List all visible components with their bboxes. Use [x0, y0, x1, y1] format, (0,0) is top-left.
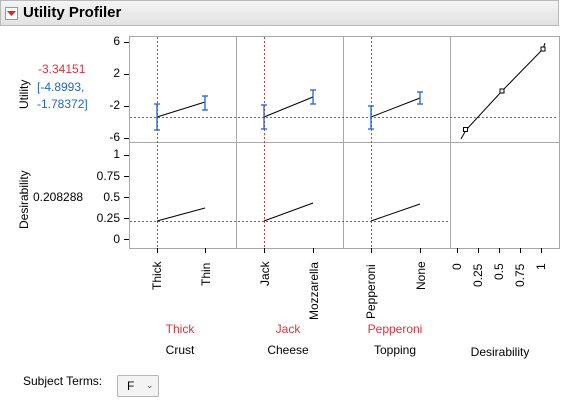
utility-tick: -6: [109, 130, 120, 144]
level-label-cheese-jack[interactable]: Jack: [258, 261, 272, 286]
desirability-tick: 1: [113, 147, 120, 161]
desirability-x-axis-label: Desirability: [470, 345, 530, 359]
desirability-x-tick: 1: [534, 263, 548, 270]
topping-factor-name: Topping: [373, 343, 417, 357]
profiler-title: Utility Profiler: [23, 4, 122, 21]
utility-tick: 2: [113, 66, 120, 80]
desirability-x-tick: 0: [450, 263, 464, 270]
desirability-tick: 0.75: [96, 169, 120, 183]
utility-ci-high: -1.78372]: [37, 97, 88, 111]
desirability-current-value: 0.208288: [33, 190, 84, 204]
subject-terms-label: Subject Terms:: [23, 374, 103, 388]
cheese-current-value[interactable]: Jack: [275, 322, 301, 336]
desirability-x-tick: 0.25: [471, 263, 485, 287]
utility-tick: 6: [113, 34, 120, 48]
subject-terms-value: F: [127, 379, 135, 393]
utility-ci-low: [-4.8993,: [37, 80, 85, 94]
cheese-factor-name: Cheese: [267, 343, 309, 357]
level-label-topping-pepperoni[interactable]: Pepperoni: [364, 264, 378, 319]
level-label-cheese-mozzarella[interactable]: Mozzarella: [307, 261, 321, 320]
collapse-icon[interactable]: [5, 7, 18, 20]
desirability-tick: 0.25: [96, 211, 120, 225]
subject-terms-select[interactable]: F ⌄: [117, 375, 159, 397]
crust-factor-name: Crust: [165, 343, 195, 357]
topping-current-value[interactable]: Pepperoni: [367, 322, 423, 336]
profiler-header: Utility Profiler: [0, 0, 559, 26]
level-label-crust-thin[interactable]: Thin: [199, 262, 213, 286]
level-label-topping-none[interactable]: None: [414, 261, 428, 290]
utility-current-value: -3.34151: [38, 62, 86, 76]
desirability-x-tick: 0.5: [492, 263, 506, 280]
level-label-crust-thick[interactable]: Thick: [150, 261, 164, 290]
utility-tick: -2: [109, 98, 120, 112]
desirability-x-tick: 0.75: [513, 263, 527, 287]
desirability-tick: 0.5: [103, 190, 120, 204]
crust-current-value[interactable]: Thick: [165, 322, 195, 336]
chevron-down-icon: ⌄: [146, 380, 154, 390]
desirability-tick: 0: [113, 232, 120, 246]
